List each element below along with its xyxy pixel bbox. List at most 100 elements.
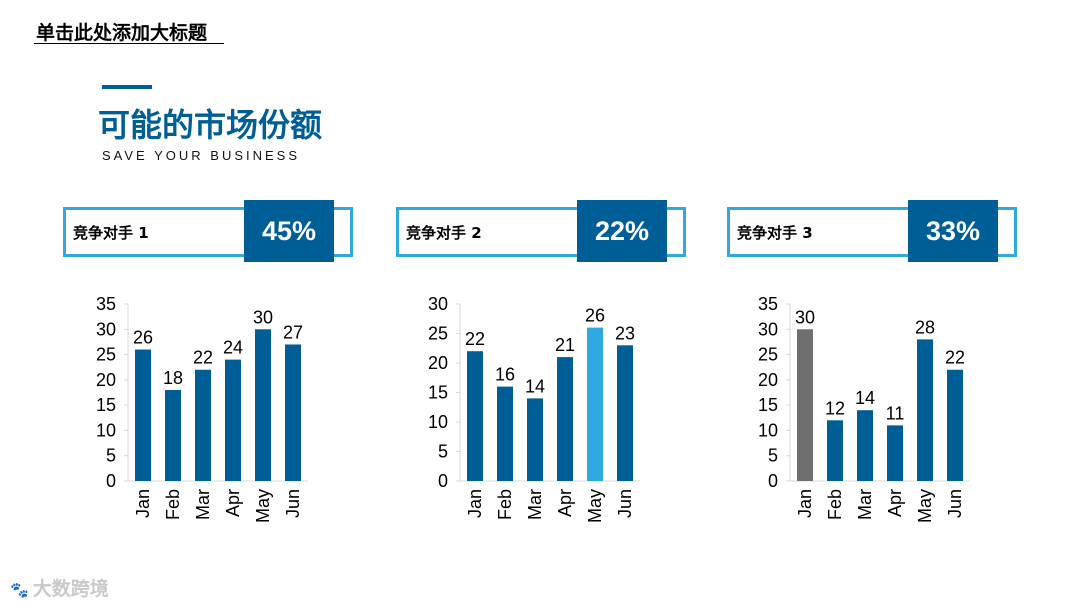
y-tick-label: 25 bbox=[758, 345, 778, 365]
data-label: 23 bbox=[615, 323, 635, 343]
y-tick-label: 20 bbox=[96, 370, 116, 390]
competitor-card-1: 竞争对手 1 45% bbox=[63, 200, 415, 262]
x-tick-label: Jan bbox=[795, 489, 815, 518]
bar bbox=[165, 389, 181, 481]
competitor-label: 竞争对手 3 bbox=[737, 224, 813, 242]
data-label: 28 bbox=[915, 317, 935, 337]
watermark: 🐾 大数跨境 bbox=[10, 574, 109, 601]
bar bbox=[225, 359, 241, 481]
x-tick-label: Apr bbox=[223, 489, 243, 517]
x-tick-label: Mar bbox=[525, 489, 545, 520]
bar bbox=[557, 357, 573, 481]
bar bbox=[917, 339, 933, 481]
y-tick-label: 25 bbox=[428, 324, 448, 344]
bar bbox=[587, 327, 603, 481]
slide-top-title: 单击此处添加大标题 bbox=[36, 22, 208, 44]
y-tick-label: 5 bbox=[438, 442, 448, 462]
bar bbox=[617, 345, 633, 481]
bar bbox=[947, 369, 963, 481]
share-percent-box: 22% bbox=[577, 200, 667, 262]
x-tick-label: May bbox=[253, 489, 273, 523]
bar-chart-svg: 0 5 10 15 20 25 30 35 30 Jan 12 Feb 14 Mar 11 Apr 28 May 2… bbox=[758, 294, 970, 523]
y-tick-label: 15 bbox=[96, 395, 116, 415]
x-tick-label: Jun bbox=[945, 489, 965, 518]
data-label: 26 bbox=[133, 328, 153, 348]
y-tick-label: 15 bbox=[428, 383, 448, 403]
section-subtitle: SAVE YOUR BUSINESS bbox=[102, 148, 301, 163]
y-tick-label: 30 bbox=[428, 294, 448, 314]
y-tick-label: 0 bbox=[438, 471, 448, 491]
x-tick-label: Mar bbox=[193, 489, 213, 520]
y-tick-label: 35 bbox=[96, 294, 116, 314]
top-title-underline bbox=[34, 43, 224, 44]
y-tick-label: 10 bbox=[428, 412, 448, 432]
y-tick-label: 20 bbox=[428, 353, 448, 373]
bar bbox=[497, 386, 513, 481]
data-label: 14 bbox=[525, 376, 545, 396]
x-tick-label: Jan bbox=[133, 489, 153, 518]
x-tick-label: Jun bbox=[615, 489, 635, 518]
competitor-label: 竞争对手 2 bbox=[406, 224, 482, 242]
watermark-text: 大数跨境 bbox=[32, 578, 109, 600]
bar bbox=[857, 410, 873, 481]
y-tick-label: 10 bbox=[96, 420, 116, 440]
bar-chart-3: 0 5 10 15 20 25 30 35 30 Jan 12 Feb 14 Mar 11 Apr 28 May 2… bbox=[752, 284, 1012, 544]
share-percent: 22% bbox=[594, 215, 650, 246]
x-tick-label: Feb bbox=[825, 489, 845, 520]
competitor-card-2: 竞争对手 2 22% bbox=[396, 200, 748, 262]
x-tick-label: Mar bbox=[855, 489, 875, 520]
section-title: 可能的市场份额 bbox=[98, 106, 323, 144]
watermark-logo-icon: 🐾 bbox=[10, 581, 29, 599]
data-label: 22 bbox=[945, 348, 965, 368]
x-tick-label: Apr bbox=[885, 489, 905, 517]
bar bbox=[195, 369, 211, 481]
share-percent-box: 33% bbox=[908, 200, 998, 262]
bar-chart-svg: 0 5 10 15 20 25 30 22 Jan 16 Feb 14 Mar 21 Apr 26 May 23 J… bbox=[428, 294, 640, 523]
bar bbox=[255, 329, 271, 481]
bar bbox=[797, 329, 813, 481]
x-tick-label: Jan bbox=[465, 489, 485, 518]
bar bbox=[527, 398, 543, 481]
data-label: 18 bbox=[163, 368, 183, 388]
data-label: 27 bbox=[283, 322, 303, 342]
data-label: 22 bbox=[465, 329, 485, 349]
y-tick-label: 30 bbox=[758, 319, 778, 339]
x-tick-label: Feb bbox=[163, 489, 183, 520]
y-tick-label: 15 bbox=[758, 395, 778, 415]
bar-chart-svg: 0 5 10 15 20 25 30 35 26 Jan 18 Feb 22 Mar 24 Apr 30 May 2… bbox=[96, 294, 308, 523]
share-percent: 33% bbox=[925, 215, 981, 246]
bar-chart-2: 0 5 10 15 20 25 30 22 Jan 16 Feb 14 Mar 21 Apr 26 May 23 J… bbox=[422, 284, 682, 544]
data-label: 26 bbox=[585, 306, 605, 326]
bar bbox=[827, 420, 843, 481]
data-label: 16 bbox=[495, 365, 515, 385]
data-label: 30 bbox=[795, 307, 815, 327]
data-label: 24 bbox=[223, 338, 243, 358]
title-accent-bar bbox=[102, 85, 152, 89]
data-label: 11 bbox=[886, 403, 905, 423]
data-label: 14 bbox=[855, 388, 875, 408]
data-label: 30 bbox=[253, 307, 273, 327]
share-percent-box: 45% bbox=[244, 200, 334, 262]
y-tick-label: 5 bbox=[106, 446, 116, 466]
y-tick-label: 35 bbox=[758, 294, 778, 314]
bar-chart-1: 0 5 10 15 20 25 30 35 26 Jan 18 Feb 22 Mar 24 Apr 30 May 2… bbox=[90, 284, 350, 544]
y-tick-label: 0 bbox=[106, 471, 116, 491]
y-tick-label: 5 bbox=[768, 446, 778, 466]
x-tick-label: Jun bbox=[283, 489, 303, 518]
x-tick-label: Feb bbox=[495, 489, 515, 520]
data-label: 12 bbox=[825, 398, 845, 418]
data-label: 22 bbox=[193, 348, 213, 368]
y-tick-label: 20 bbox=[758, 370, 778, 390]
x-tick-label: May bbox=[915, 489, 935, 523]
bar bbox=[285, 344, 301, 481]
x-tick-label: May bbox=[585, 489, 605, 523]
y-tick-label: 0 bbox=[768, 471, 778, 491]
y-tick-label: 25 bbox=[96, 345, 116, 365]
competitor-card-3: 竞争对手 3 33% bbox=[727, 200, 1079, 262]
competitor-label: 竞争对手 1 bbox=[73, 224, 149, 242]
data-label: 21 bbox=[555, 335, 575, 355]
bar bbox=[467, 351, 483, 481]
share-percent: 45% bbox=[261, 215, 317, 246]
x-tick-label: Apr bbox=[555, 489, 575, 517]
y-tick-label: 30 bbox=[96, 319, 116, 339]
